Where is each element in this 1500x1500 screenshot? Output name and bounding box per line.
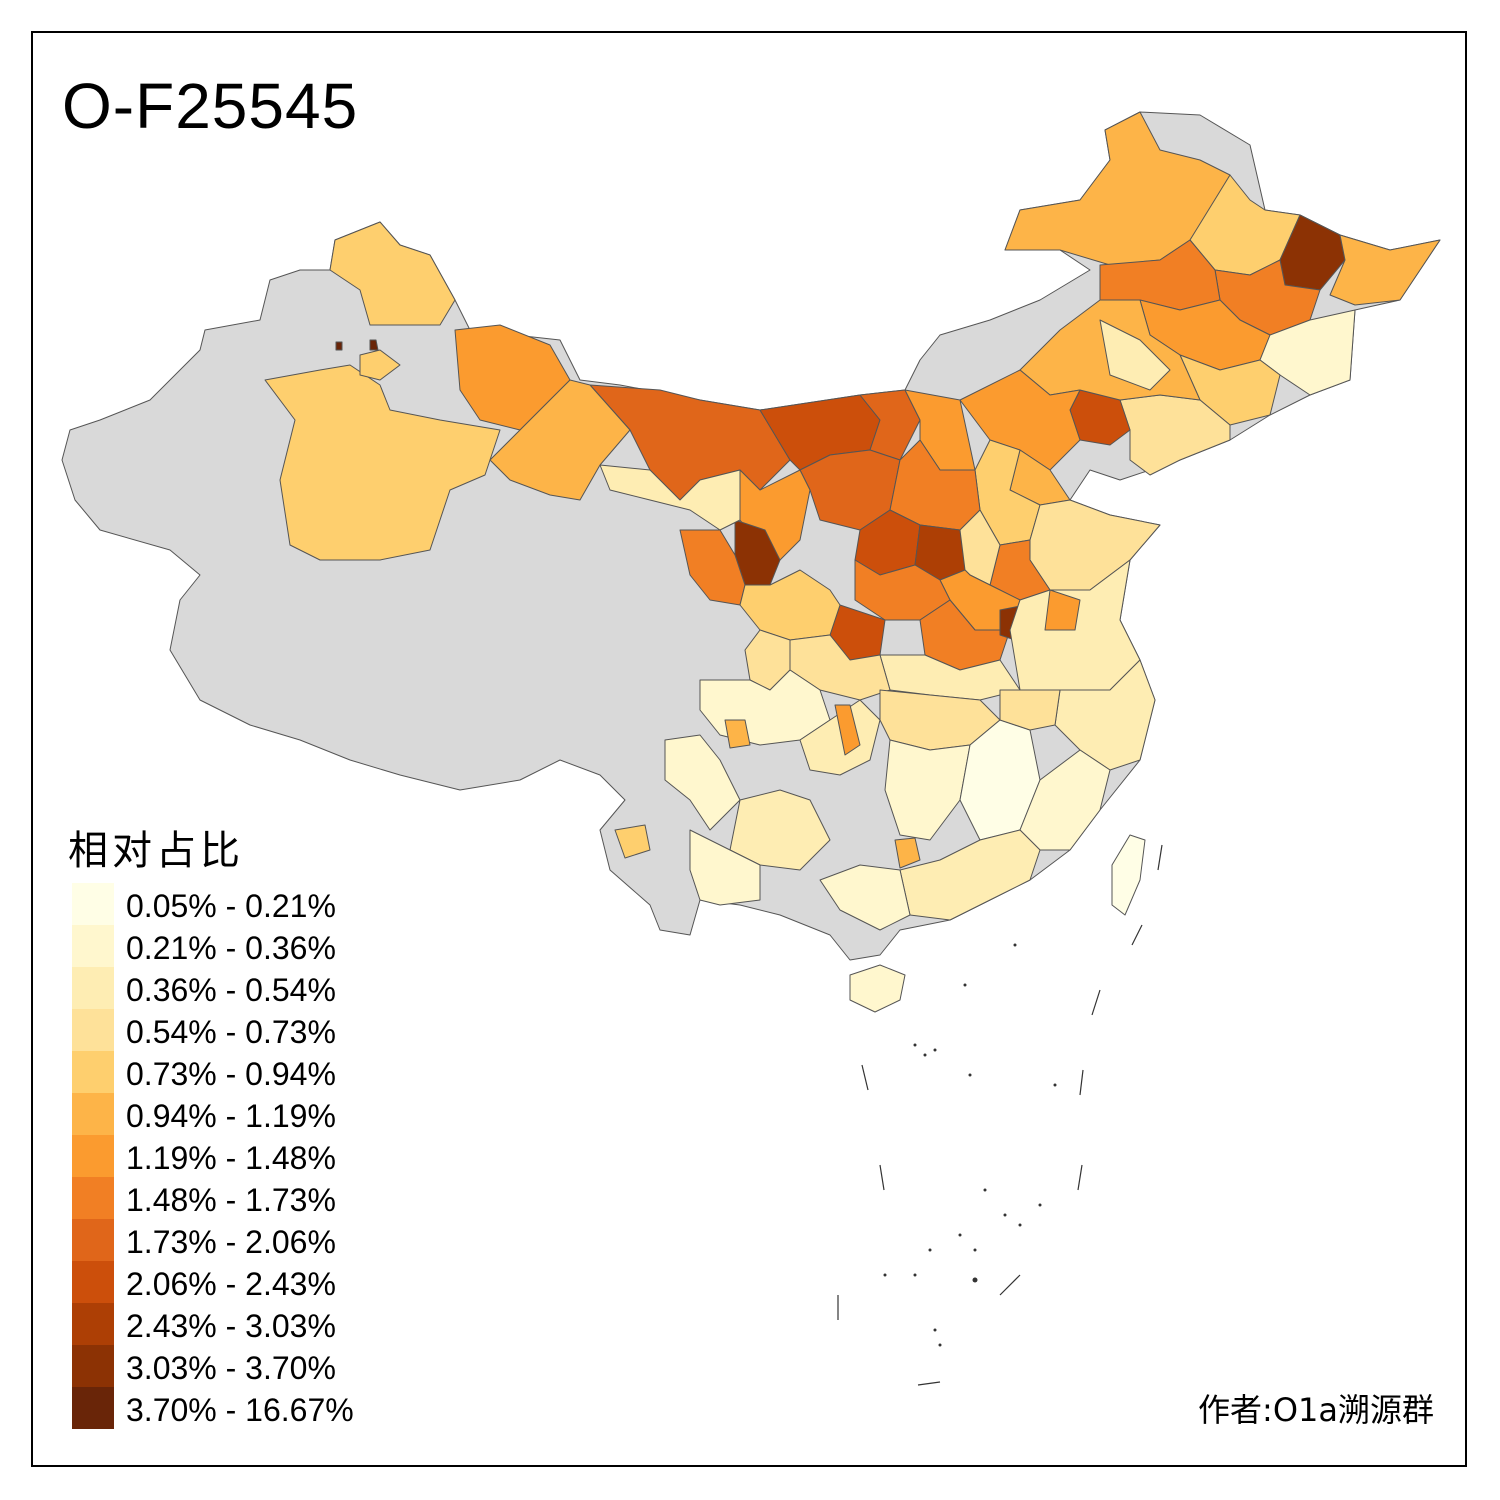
- legend-label: 2.43% - 3.03%: [126, 1308, 336, 1344]
- legend-swatch: [72, 925, 114, 967]
- island-dot: [913, 1273, 917, 1277]
- island-dot: [1003, 1213, 1007, 1217]
- island-dot: [938, 1343, 942, 1347]
- region-karamay-dot: [335, 341, 343, 351]
- island-dots: [883, 943, 1057, 1347]
- island-dot: [1018, 1223, 1022, 1227]
- island-dot: [933, 1328, 937, 1332]
- legend-label: 1.19% - 1.48%: [126, 1140, 336, 1176]
- region-gansu-west: [599, 464, 741, 531]
- legend-swatch: [72, 967, 114, 1009]
- legend-swatch: [72, 1303, 114, 1345]
- legend-label: 0.21% - 0.36%: [126, 930, 336, 966]
- legend-label: 3.03% - 3.70%: [126, 1350, 336, 1386]
- legend-swatch: [72, 1009, 114, 1051]
- map-frame: [31, 31, 1467, 1467]
- region-jiuquan: [489, 379, 631, 501]
- island-dot: [1013, 943, 1017, 947]
- region-guangzhou: [894, 837, 921, 869]
- region-nanchong: [834, 704, 861, 756]
- region-taiwan: [1111, 834, 1146, 916]
- legend-swatch: [72, 1219, 114, 1261]
- region-altay: [329, 221, 456, 326]
- region-chengdu: [724, 719, 751, 749]
- island-dot: [983, 1188, 987, 1192]
- island-dot: [973, 1248, 977, 1252]
- region-xuzhou: [1044, 589, 1081, 631]
- island-dash-1: [861, 1064, 869, 1091]
- legend-swatch: [72, 1051, 114, 1093]
- island-dot: [1053, 1083, 1057, 1087]
- island-dot: [883, 1273, 887, 1277]
- legend-swatch: [72, 1345, 114, 1387]
- region-guangdong: [899, 829, 1041, 921]
- island-dash-6: [917, 1381, 941, 1386]
- south-china-sea-islands: [837, 844, 1163, 1386]
- island-dash-8: [1091, 989, 1101, 1016]
- island-dot: [923, 1053, 927, 1057]
- legend-label: 1.73% - 2.06%: [126, 1224, 336, 1260]
- legend-swatch: [72, 1177, 114, 1219]
- region-shandong: [1029, 499, 1161, 591]
- island-dot: [958, 1233, 962, 1237]
- region-anhui-south: [999, 689, 1061, 731]
- legend-swatch: [72, 883, 114, 925]
- island-dot: [963, 983, 967, 987]
- legend-label: 2.06% - 2.43%: [126, 1266, 336, 1302]
- map-title: O-F25545: [62, 70, 359, 142]
- region-hunan: [884, 739, 971, 841]
- author-credit: 作者:O1a溯源群: [1198, 1391, 1434, 1429]
- legend-title: 相对占比: [68, 828, 244, 874]
- island-dash-7: [999, 1274, 1021, 1296]
- region-shihezi-dot: [369, 339, 379, 351]
- legend-label: 1.48% - 1.73%: [126, 1182, 336, 1218]
- legend-label: 0.36% - 0.54%: [126, 972, 336, 1008]
- island-dot: [1038, 1203, 1042, 1207]
- legend-swatch: [72, 1387, 114, 1429]
- island-dot: [913, 1043, 917, 1047]
- legend-label: 0.73% - 0.94%: [126, 1056, 336, 1092]
- island-dash-2: [1079, 1069, 1084, 1096]
- region-zhejiang: [1054, 659, 1156, 771]
- island-dot: [972, 1277, 978, 1283]
- island-dash-9: [1131, 924, 1143, 946]
- region-guangxi: [819, 864, 911, 931]
- island-dash-3: [879, 1164, 885, 1191]
- island-dot: [933, 1048, 937, 1052]
- region-changji: [359, 349, 401, 381]
- region-yunnan-west: [614, 824, 651, 859]
- legend-label: 0.05% - 0.21%: [126, 888, 336, 924]
- legend-swatch: [72, 1135, 114, 1177]
- island-dash-4: [1077, 1164, 1083, 1191]
- region-hainan: [849, 964, 906, 1013]
- region-sichuan-south: [664, 734, 741, 831]
- region-tianshui: [739, 569, 841, 641]
- region-tongliao: [1099, 319, 1171, 391]
- legend-label: 0.54% - 0.73%: [126, 1014, 336, 1050]
- region-yunnan-central: [689, 829, 761, 906]
- island-dot: [968, 1073, 972, 1077]
- legend-label: 3.70% - 16.67%: [126, 1392, 354, 1428]
- legend-label: 0.94% - 1.19%: [126, 1098, 336, 1134]
- legend-swatch: [72, 1261, 114, 1303]
- legend-swatch: [72, 1093, 114, 1135]
- region-heilongjiang-far-east: [1329, 234, 1441, 306]
- island-dot: [928, 1248, 932, 1252]
- region-chongqing: [799, 699, 881, 776]
- island-dash-10: [1157, 844, 1163, 871]
